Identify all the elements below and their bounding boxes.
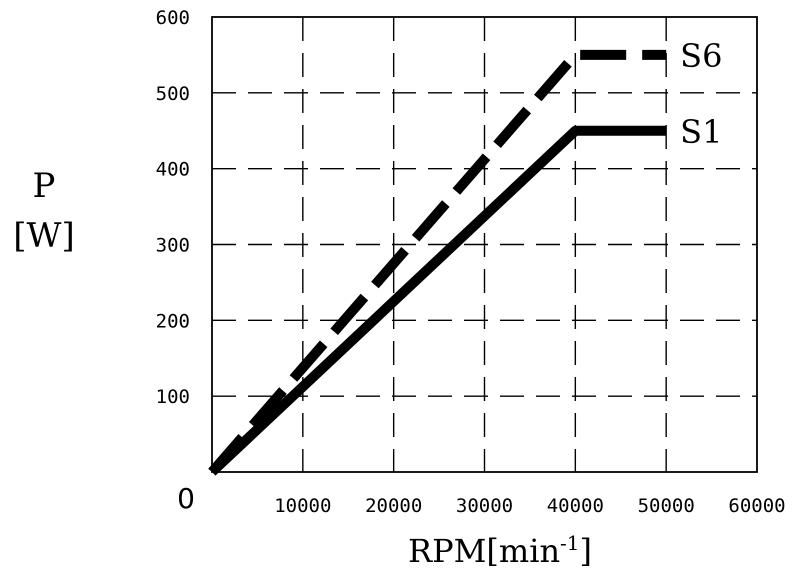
series-labels: S6 S1 [680,37,722,151]
y-axis-label-unit: [W] [13,216,74,256]
y-tick-label: 500 [156,83,190,105]
y-tick-label: 600 [156,7,190,29]
x-axis-label-close: ] [580,532,592,570]
x-tick-label: 10000 [274,495,331,517]
y-tick-labels: 100 200 300 400 500 600 [156,7,190,408]
series-lines [208,49,667,476]
x-axis-label-superscript: -1 [560,531,579,555]
series-line-s1 [208,125,667,476]
y-tick-label: 400 [156,159,190,181]
series-label-s1: S1 [680,113,722,151]
y-tick-label: 300 [156,235,190,257]
x-tick-labels: 10000 20000 30000 40000 50000 60000 [274,495,785,517]
y-tick-label: 200 [156,310,190,332]
x-tick-label: 30000 [456,495,513,517]
grid [212,17,757,472]
y-tick-label: 100 [156,386,190,408]
origin-label: 0 [177,482,195,515]
plot-frame [211,16,758,473]
x-axis-label-main: RPM[min [408,532,560,570]
x-axis-label: RPM[min-1] [408,531,592,570]
x-tick-label: 50000 [638,495,695,517]
y-axis-label-symbol: P [33,166,56,206]
x-tick-label: 40000 [547,495,604,517]
x-tick-label: 20000 [365,495,422,517]
x-tick-label: 60000 [728,495,785,517]
plot-border [211,16,758,473]
series-label-s6: S6 [680,37,722,75]
